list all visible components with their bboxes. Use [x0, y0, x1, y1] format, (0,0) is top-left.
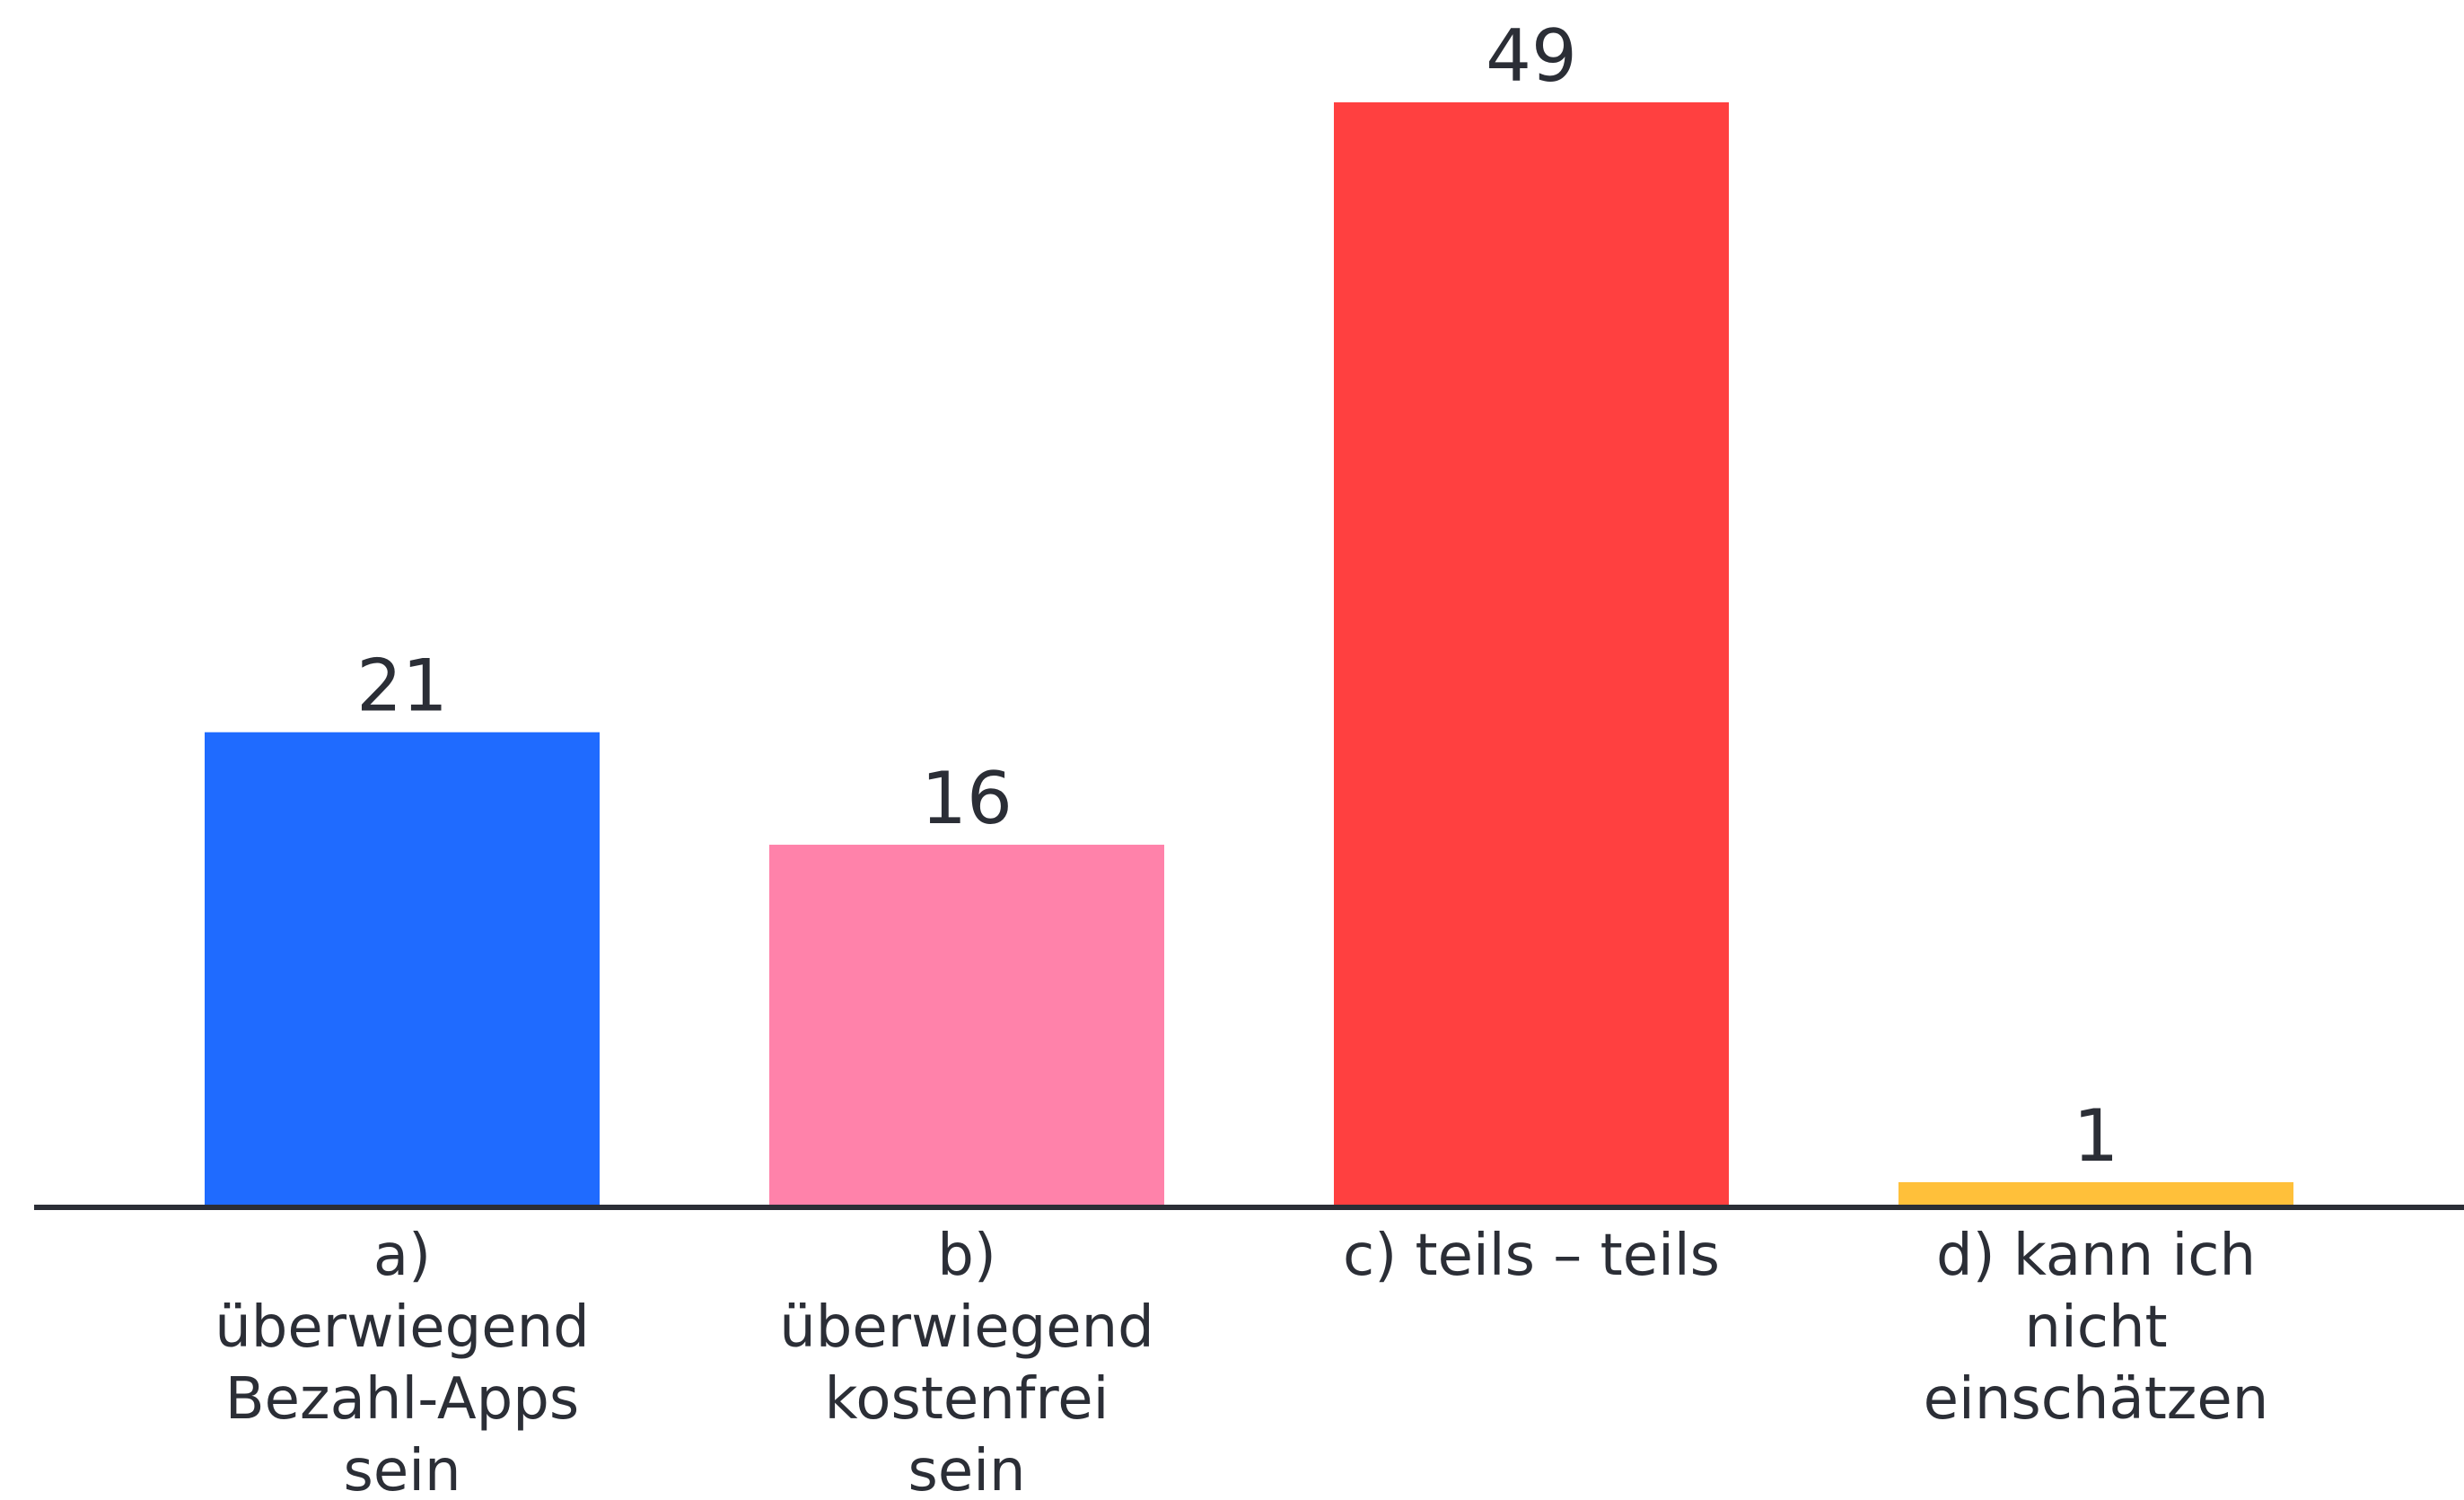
- category-label-line: sein: [908, 1438, 1025, 1500]
- bar-value-label: 16: [921, 757, 1013, 840]
- value-labels-group: 21 16 49 1: [356, 14, 2118, 1178]
- category-label-line: überwiegend: [215, 1294, 590, 1361]
- category-label-line: d) kann ich: [1936, 1223, 2256, 1289]
- category-label-line: a): [373, 1223, 431, 1289]
- bar-value-label: 49: [1486, 14, 1577, 98]
- category-label-line: b): [937, 1223, 996, 1289]
- bar-2: [769, 845, 1164, 1205]
- bar-3: [1334, 102, 1729, 1205]
- category-label-4: d) kann ich nicht einschätzen: [1924, 1223, 2269, 1433]
- category-label-line: c) teils – teils: [1343, 1223, 1720, 1289]
- category-label-line: kostenfrei: [825, 1366, 1109, 1433]
- category-label-1: a) überwiegend Bezahl-Apps sein: [215, 1223, 590, 1500]
- category-label-line: Bezahl-Apps: [225, 1366, 580, 1433]
- category-label-3: c) teils – teils: [1343, 1223, 1720, 1289]
- bars-group: [205, 102, 2293, 1205]
- category-label-line: nicht: [2024, 1294, 2167, 1361]
- bar-4: [1898, 1181, 2293, 1205]
- category-label-line: einschätzen: [1924, 1366, 2269, 1433]
- category-label-line: sein: [343, 1438, 460, 1500]
- category-label-line: überwiegend: [779, 1294, 1154, 1361]
- category-label-2: b) überwiegend kostenfrei sein: [779, 1223, 1154, 1500]
- bar-1: [205, 732, 600, 1205]
- bar-value-label: 21: [356, 645, 448, 728]
- bar-value-label: 1: [2074, 1094, 2119, 1178]
